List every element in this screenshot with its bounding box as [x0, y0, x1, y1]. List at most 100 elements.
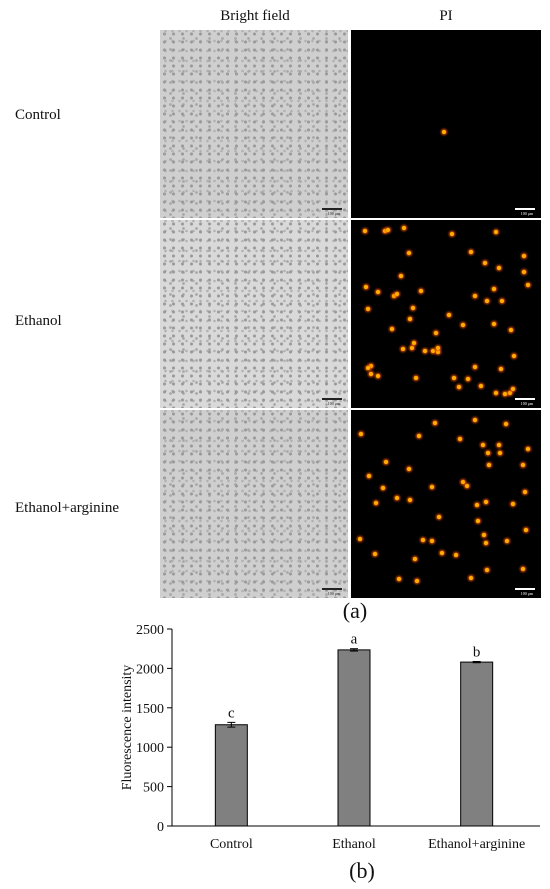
- row-label-ethanol: Ethanol: [15, 313, 62, 329]
- pi-image-ethanol-arginine: 100 μm: [351, 410, 541, 598]
- fluorescent-cell: [479, 383, 484, 388]
- fluorescent-cell: [525, 447, 530, 452]
- fluorescent-cell: [484, 567, 489, 572]
- y-tick-label: 1500: [136, 702, 164, 717]
- fluorescent-cell: [413, 557, 418, 562]
- fluorescent-cell: [431, 349, 436, 354]
- fluorescent-cell: [414, 375, 419, 380]
- fluorescent-cell: [460, 480, 465, 485]
- bright-field-image-ethanol: 100 μm: [160, 220, 348, 408]
- scale-bar: [322, 398, 342, 400]
- scale-bar: [515, 588, 535, 590]
- fluorescent-cell: [406, 250, 411, 255]
- fluorescent-cell: [472, 294, 477, 299]
- y-tick-label: 2000: [136, 662, 164, 677]
- fluorescent-cell: [398, 273, 403, 278]
- scale-bar: [515, 208, 535, 210]
- scale-bar: [322, 208, 342, 210]
- fluorescent-cell: [504, 538, 509, 543]
- fluorescent-cell: [460, 322, 465, 327]
- fluorescent-cell: [437, 514, 442, 519]
- scale-bar-label: 100 μm: [327, 401, 340, 406]
- fluorescent-cell: [357, 536, 362, 541]
- x-tick-label: Control: [210, 837, 253, 852]
- column-title-pi: PI: [439, 8, 453, 24]
- fluorescent-cell: [369, 372, 374, 377]
- scale-bar-label: 100 μm: [520, 401, 533, 406]
- fluorescent-cell: [392, 293, 397, 298]
- fluorescent-cell: [382, 229, 387, 234]
- fluorescent-cell: [494, 391, 499, 396]
- fluorescent-cell: [429, 539, 434, 544]
- fluorescent-cell: [472, 365, 477, 370]
- fluorescent-cell: [452, 376, 457, 381]
- scale-bar-label: 100 μm: [520, 591, 533, 596]
- fluorescent-cell: [409, 346, 414, 351]
- fluorescent-cell: [363, 285, 368, 290]
- x-tick-label: Ethanol: [332, 837, 376, 852]
- figure-label-a: (a): [342, 598, 368, 623]
- bar-ethanol-arginine: [460, 661, 494, 827]
- fluorescent-cell: [411, 341, 416, 346]
- fluorescent-cell: [441, 130, 446, 135]
- fluorescent-cell: [472, 418, 477, 423]
- pi-image-control: 100 μm: [351, 30, 541, 218]
- fluorescent-cell: [400, 346, 405, 351]
- bar-chart: 0 500 1000 1500 2000 2500 Fluorescence intensi…: [120, 623, 540, 883]
- fluorescent-cell: [359, 432, 364, 437]
- fluorescent-cell: [402, 226, 407, 231]
- fluorescent-cell: [507, 391, 512, 396]
- fluorescent-cell: [509, 327, 514, 332]
- fluorescent-cell: [484, 500, 489, 505]
- fluorescent-cell: [420, 538, 425, 543]
- fluorescent-cell: [394, 495, 399, 500]
- fluorescent-cell: [422, 349, 427, 354]
- fluorescent-cell: [491, 321, 496, 326]
- pi-image-ethanol: 100 μm: [351, 220, 541, 408]
- fluorescent-cell: [407, 317, 412, 322]
- fluorescent-cell: [500, 298, 505, 303]
- fluorescent-cell: [511, 354, 516, 359]
- fluorescent-cell: [493, 230, 498, 235]
- fluorescent-cell: [417, 434, 422, 439]
- fluorescent-cell: [408, 497, 413, 502]
- fluorescent-cell: [456, 385, 461, 390]
- bright-field-image-ethanol-arginine: 100 μm: [160, 410, 348, 598]
- fluorescent-cell: [525, 283, 530, 288]
- scale-bar: [515, 398, 535, 400]
- fluorescent-cell: [483, 540, 488, 545]
- scale-bar: [322, 588, 342, 590]
- fluorescent-cell: [406, 467, 411, 472]
- fluorescent-cell: [499, 366, 504, 371]
- fluorescent-cell: [523, 489, 528, 494]
- fluorescent-cell: [440, 551, 445, 556]
- fluorescent-cell: [435, 346, 440, 351]
- row-label-ethanol-arginine: Ethanol+arginine: [15, 500, 119, 516]
- fluorescent-cell: [492, 286, 497, 291]
- fluorescent-cell: [368, 364, 373, 369]
- fluorescent-cell: [504, 422, 509, 427]
- column-title-bright-field: Bright field: [220, 8, 290, 24]
- bar-control: [214, 724, 248, 827]
- fluorescent-cell: [394, 292, 399, 297]
- fluorescent-cell: [415, 579, 420, 583]
- fluorescent-cell: [482, 533, 487, 538]
- fluorescent-cell: [376, 290, 381, 295]
- y-tick-label: 0: [157, 820, 164, 835]
- fluorescent-cell: [447, 312, 452, 317]
- fluorescent-cell: [475, 502, 480, 507]
- fluorescent-cell: [458, 437, 463, 442]
- fluorescent-cell: [372, 552, 377, 557]
- fluorescent-cell: [418, 289, 423, 294]
- fluorescent-cell: [521, 253, 526, 258]
- fluorescent-cell: [485, 299, 490, 304]
- y-tick-label: 500: [143, 781, 164, 796]
- significance-letter: a: [351, 632, 358, 648]
- scale-bar-label: 100 μm: [520, 211, 533, 216]
- fluorescent-cell: [522, 270, 527, 274]
- fluorescent-cell: [486, 451, 491, 456]
- fluorescent-cell: [468, 250, 473, 255]
- fluorescent-cell: [483, 261, 488, 266]
- fluorescent-cell: [486, 462, 491, 467]
- fluorescent-cell: [375, 373, 380, 378]
